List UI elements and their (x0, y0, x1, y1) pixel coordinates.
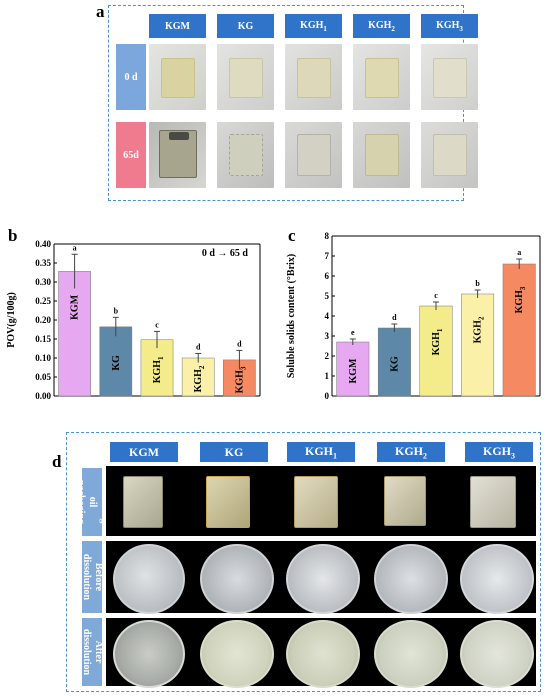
panel-a-row-65d: 65d (116, 122, 146, 188)
chart-b-sig-letter: c (155, 320, 159, 329)
chart-b-ytick-label: 0.10 (35, 353, 51, 363)
photo-kgh2-0d (353, 44, 410, 110)
chart-c-ytick-label: 0 (325, 391, 330, 401)
chart-b-ytick-label: 0.35 (35, 258, 51, 268)
chart-b-sig-letter: b (114, 306, 119, 315)
packaging-kgh1 (294, 476, 338, 528)
chart-b-ytick-label: 0.40 (35, 239, 51, 249)
chart-b-ytick-label: 0.15 (35, 334, 51, 344)
packaging-kg (206, 476, 250, 528)
packaging-kgh3 (470, 476, 516, 528)
chart-c-ytick-label: 7 (325, 251, 330, 261)
chart-c: 0 1 2 3 4 5 6 7 8 Soluble solids content (°Brix) e… (286, 231, 541, 401)
before-dish-kgh1 (286, 544, 360, 614)
photo-kgh1-65d (285, 122, 342, 188)
chart-c-sig-letter: d (392, 313, 397, 322)
chart-c-ytick-label: 2 (325, 351, 330, 361)
chart-b-bar-kgm (58, 271, 91, 397)
chart-b-bar-kgh2 (181, 357, 215, 397)
chart-b-bar-kg (99, 326, 133, 397)
chart-c-category-label: KG (389, 356, 400, 372)
chart-b-category-label: KG (111, 355, 122, 371)
chart-c-category-label: KGH1 (431, 328, 444, 355)
panel-d-frame (66, 432, 541, 692)
panel-a-header-kg: KG (217, 14, 274, 38)
chart-c-bar-kgh1 (419, 305, 453, 397)
chart-b-ytick-label: 0.05 (35, 372, 51, 382)
chart-b-bar-kgh1 (140, 339, 174, 397)
after-dish-kgh2 (374, 620, 448, 688)
after-dish-kgh3 (460, 620, 534, 688)
panel-a-header-kgh1: KGH1 (285, 14, 342, 38)
chart-c-ytick-label: 3 (325, 331, 330, 341)
chart-c-category-label: KGH2 (473, 316, 486, 343)
photo-kgh1-0d (285, 44, 342, 110)
photo-kg-65d (217, 122, 274, 188)
chart-b-annotation: 0 d → 65 d (202, 248, 249, 259)
photo-kg-0d (217, 44, 274, 110)
chart-c-bar-kg (377, 327, 411, 397)
panel-d-header-kg: KG (200, 442, 268, 462)
panel-d-header-kgh2: KGH2 (377, 442, 445, 462)
photo-kgh2-65d (353, 122, 410, 188)
packaging-kgh2 (384, 476, 426, 526)
chart-c-ytick-label: 6 (325, 271, 330, 281)
photo-kgh3-65d (421, 122, 478, 188)
chart-b-ylabel: POV(g/100g) (6, 292, 17, 348)
chart-b: 0.00 0.05 0.10 0.15 0.20 0.25 0.30 0.35 0.40 POV(… (6, 239, 261, 401)
panel-d-row-before: Before dissolution (81, 541, 104, 613)
panel-a-header-kgh2: KGH2 (353, 14, 410, 38)
chart-b-ytick-label: 0.00 (35, 391, 51, 401)
chart-c-sig-letter: b (475, 279, 480, 288)
photo-kgm-0d (149, 44, 206, 110)
panel-d-row-packaging: Seasoning oil packaging (75, 468, 110, 536)
after-dish-kgh1 (286, 620, 360, 688)
panel-d-letter: d (52, 452, 62, 471)
panel-a-header-kgm: KGM (149, 14, 206, 38)
after-dish-kgm (113, 620, 185, 688)
panel-c-letter: c (288, 226, 296, 245)
panel-d-header-kgh3: KGH3 (465, 442, 533, 462)
chart-c-ytick-label: 8 (325, 231, 330, 241)
panel-d-header-kgm: KGM (110, 442, 178, 462)
before-dish-kgh2 (374, 544, 448, 614)
chart-c-sig-letter: e (351, 328, 355, 337)
chart-c-category-label: KGM (348, 358, 359, 384)
chart-b-category-label: KGH3 (234, 366, 247, 393)
panel-d-row-after: After dissolution (81, 618, 104, 686)
chart-b-ytick-label: 0.20 (35, 315, 51, 325)
chart-b-ytick-label: 0.30 (35, 277, 51, 287)
chart-b-sig-letter: a (73, 243, 77, 252)
chart-b-category-label: KGH2 (193, 365, 206, 392)
panel-a-letter: a (96, 2, 105, 21)
chart-b-category-label: KGM (70, 294, 81, 320)
chart-b-sig-letter: d (237, 339, 242, 348)
panel-a-row-0d: 0 d (116, 44, 146, 110)
before-dish-kg (200, 544, 274, 614)
after-dish-kg (200, 620, 274, 688)
before-dish-kgm (113, 544, 185, 614)
panel-b-letter: b (8, 226, 18, 245)
chart-c-bar-kgh2 (461, 293, 495, 397)
chart-c-ytick-label: 4 (325, 311, 330, 321)
chart-c-ytick-label: 5 (325, 291, 330, 301)
chart-c-category-label: KGH3 (514, 286, 527, 313)
chart-c-bar-kgh3 (502, 263, 536, 397)
before-dish-kgh3 (460, 544, 534, 614)
chart-c-ytick-label: 1 (325, 371, 330, 381)
photo-kgh3-0d (421, 44, 478, 110)
chart-c-bar-kgm (336, 341, 370, 397)
chart-b-category-label: KGH1 (152, 356, 165, 383)
panel-a-header-kgh3: KGH3 (421, 14, 478, 38)
chart-c-sig-letter: a (517, 248, 521, 257)
panel-d-header-kgh1: KGH1 (287, 442, 355, 462)
chart-b-ytick-label: 0.25 (35, 296, 51, 306)
chart-c-sig-letter: c (434, 291, 438, 300)
packaging-kgm (123, 476, 163, 528)
chart-b-sig-letter: d (196, 342, 201, 351)
photo-kgm-65d (149, 122, 206, 188)
chart-c-ylabel: Soluble solids content (°Brix) (286, 254, 297, 378)
